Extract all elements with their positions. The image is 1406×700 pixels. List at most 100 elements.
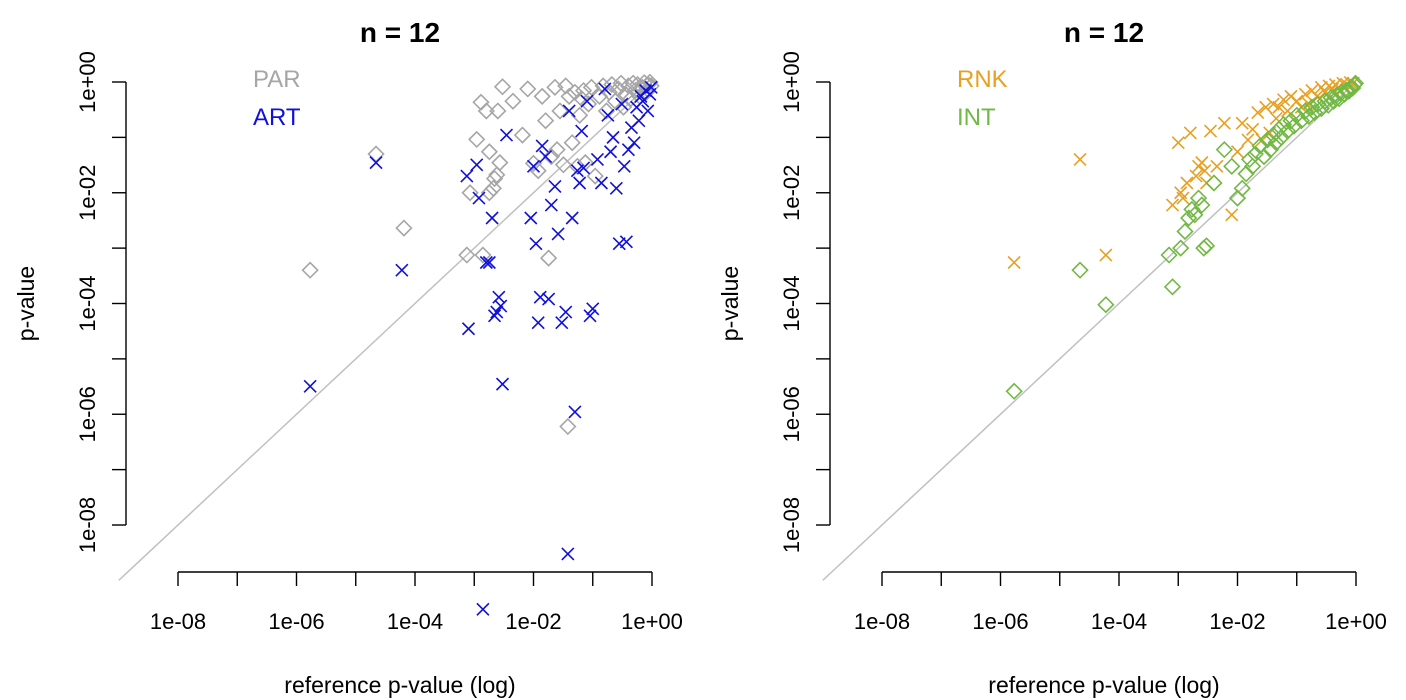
data-point-int: [1255, 147, 1273, 166]
data-point-int: [1330, 90, 1348, 108]
data-point-par: [622, 90, 640, 108]
data-point-par: [536, 112, 555, 130]
data-point-int: [1197, 237, 1216, 255]
data-point-art: [303, 379, 317, 393]
data-point-art: [615, 97, 629, 111]
data-point-rnk: [1277, 93, 1291, 107]
data-point-int: [1215, 141, 1233, 159]
data-point-art: [533, 290, 547, 304]
legend-label-par: PAR: [253, 66, 301, 93]
data-point-par: [493, 78, 512, 96]
data-point-art: [559, 305, 573, 319]
series-art: [303, 80, 658, 616]
data-point-par: [458, 246, 476, 264]
data-point-rnk: [1318, 85, 1332, 99]
data-point-par: [586, 167, 604, 185]
data-point-art: [594, 176, 608, 190]
data-point-par: [489, 102, 507, 120]
data-point-int: [1325, 92, 1343, 110]
data-point-rnk: [1195, 156, 1209, 170]
data-point-par: [468, 130, 486, 149]
data-point-art: [568, 405, 582, 419]
panel-title: n = 12: [360, 17, 440, 48]
data-point-par: [367, 145, 385, 163]
data-point-par: [395, 219, 413, 237]
data-point-art: [529, 237, 543, 251]
data-point-rnk: [1241, 133, 1255, 147]
data-point-art: [617, 159, 631, 173]
data-point-art: [369, 156, 383, 170]
data-point-par: [554, 156, 573, 174]
data-point-art: [460, 169, 474, 183]
data-point-art: [499, 128, 514, 142]
legend-label-art: ART: [253, 104, 301, 131]
x-axis: 1e-08 1e-06 1e-04 1e-02 1e+00: [854, 571, 1387, 634]
data-point-int: [1172, 239, 1190, 257]
y-tick-label: 1e-04: [779, 275, 804, 331]
data-point-art: [586, 302, 600, 316]
data-point-art: [609, 181, 623, 195]
y-axis: 1e-08 1e-06 1e-04 1e-02 1e+00: [75, 51, 127, 553]
data-point-par: [472, 93, 490, 111]
data-point-art: [495, 377, 510, 391]
data-point-rnk: [1272, 100, 1286, 114]
x-tick-label: 1e-04: [1091, 609, 1147, 634]
data-point-art: [551, 227, 565, 241]
data-point-art: [641, 104, 655, 118]
data-point-par: [563, 134, 581, 152]
data-point-par: [597, 102, 616, 120]
data-point-int: [1274, 115, 1293, 134]
data-point-par: [579, 95, 598, 113]
data-point-art: [577, 161, 591, 175]
data-point-rnk: [1217, 116, 1231, 130]
data-point-int: [1278, 122, 1297, 140]
y-axis-label: p-value: [13, 266, 39, 341]
data-point-int: [1097, 296, 1115, 314]
data-point-art: [544, 198, 558, 212]
data-point-rnk: [1246, 122, 1260, 136]
data-point-art: [526, 159, 541, 173]
x-tick-label: 1e-02: [505, 609, 561, 634]
x-tick-label: 1e-02: [1209, 609, 1265, 634]
data-point-art: [479, 255, 493, 270]
series-par: [301, 73, 660, 436]
data-point-int: [1309, 95, 1327, 113]
y-tick-label: 1e-08: [75, 497, 100, 553]
data-point-rnk: [1290, 94, 1304, 108]
data-point-par: [533, 87, 551, 106]
data-point-rnk: [1298, 87, 1312, 101]
data-point-par: [609, 80, 627, 98]
data-point-art: [472, 191, 486, 205]
y-tick-label: 1e+00: [779, 51, 804, 113]
data-point-par: [480, 143, 499, 161]
legend-label-int: INT: [957, 104, 996, 131]
data-point-par: [474, 246, 492, 264]
data-point-art: [476, 602, 490, 616]
x-tick-label: 1e-06: [268, 609, 324, 634]
data-point-int: [1186, 206, 1204, 224]
y-tick-label: 1e-06: [75, 386, 100, 442]
x-tick-label: 1e-06: [972, 609, 1028, 634]
data-point-int: [1233, 179, 1251, 197]
data-point-art: [548, 179, 562, 194]
data-point-art: [621, 143, 635, 157]
data-point-art: [604, 145, 618, 159]
data-point-par: [551, 102, 569, 120]
data-point-int: [1071, 261, 1089, 279]
data-point-int: [1176, 222, 1194, 241]
data-point-art: [490, 305, 504, 319]
panel-title: n = 12: [1064, 17, 1144, 48]
data-point-par: [480, 184, 499, 202]
data-point-int: [1312, 100, 1330, 118]
data-point-art: [606, 130, 620, 144]
data-point-int: [1258, 131, 1277, 149]
data-point-int: [1272, 128, 1290, 147]
data-point-art: [562, 104, 576, 118]
data-point-art: [487, 309, 502, 323]
data-point-int: [1223, 157, 1241, 175]
data-point-rnk: [1230, 145, 1245, 159]
data-point-rnk: [1203, 124, 1218, 138]
data-point-int: [1160, 246, 1178, 264]
data-point-par: [488, 166, 506, 184]
